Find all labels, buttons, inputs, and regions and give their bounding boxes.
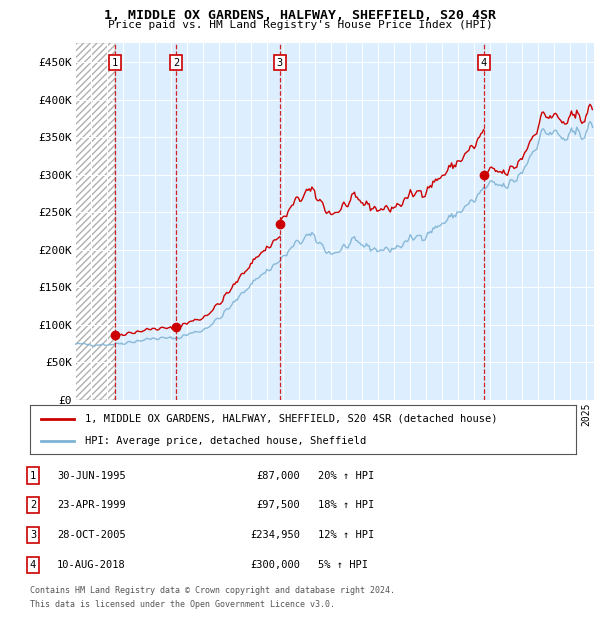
Text: £234,950: £234,950 bbox=[250, 530, 300, 540]
Text: £300,000: £300,000 bbox=[250, 560, 300, 570]
Text: 30-JUN-1995: 30-JUN-1995 bbox=[57, 471, 126, 480]
Text: 28-OCT-2005: 28-OCT-2005 bbox=[57, 530, 126, 540]
Bar bbox=[75, 43, 115, 400]
Text: 1, MIDDLE OX GARDENS, HALFWAY, SHEFFIELD, S20 4SR: 1, MIDDLE OX GARDENS, HALFWAY, SHEFFIELD… bbox=[104, 9, 496, 22]
Text: 12% ↑ HPI: 12% ↑ HPI bbox=[318, 530, 374, 540]
Text: 3: 3 bbox=[30, 530, 36, 540]
Text: Price paid vs. HM Land Registry's House Price Index (HPI): Price paid vs. HM Land Registry's House … bbox=[107, 20, 493, 30]
Text: 1: 1 bbox=[112, 58, 118, 68]
Text: 18% ↑ HPI: 18% ↑ HPI bbox=[318, 500, 374, 510]
Text: 5% ↑ HPI: 5% ↑ HPI bbox=[318, 560, 368, 570]
Text: £87,000: £87,000 bbox=[256, 471, 300, 480]
Text: 1: 1 bbox=[30, 471, 36, 480]
Text: 10-AUG-2018: 10-AUG-2018 bbox=[57, 560, 126, 570]
Text: 20% ↑ HPI: 20% ↑ HPI bbox=[318, 471, 374, 480]
Text: 23-APR-1999: 23-APR-1999 bbox=[57, 500, 126, 510]
Text: Contains HM Land Registry data © Crown copyright and database right 2024.: Contains HM Land Registry data © Crown c… bbox=[30, 586, 395, 595]
Text: 2: 2 bbox=[30, 500, 36, 510]
Text: £97,500: £97,500 bbox=[256, 500, 300, 510]
Text: 1, MIDDLE OX GARDENS, HALFWAY, SHEFFIELD, S20 4SR (detached house): 1, MIDDLE OX GARDENS, HALFWAY, SHEFFIELD… bbox=[85, 414, 497, 423]
Text: 2: 2 bbox=[173, 58, 179, 68]
Text: This data is licensed under the Open Government Licence v3.0.: This data is licensed under the Open Gov… bbox=[30, 600, 335, 609]
Text: HPI: Average price, detached house, Sheffield: HPI: Average price, detached house, Shef… bbox=[85, 436, 366, 446]
Text: 4: 4 bbox=[30, 560, 36, 570]
Text: 4: 4 bbox=[481, 58, 487, 68]
Text: 3: 3 bbox=[277, 58, 283, 68]
